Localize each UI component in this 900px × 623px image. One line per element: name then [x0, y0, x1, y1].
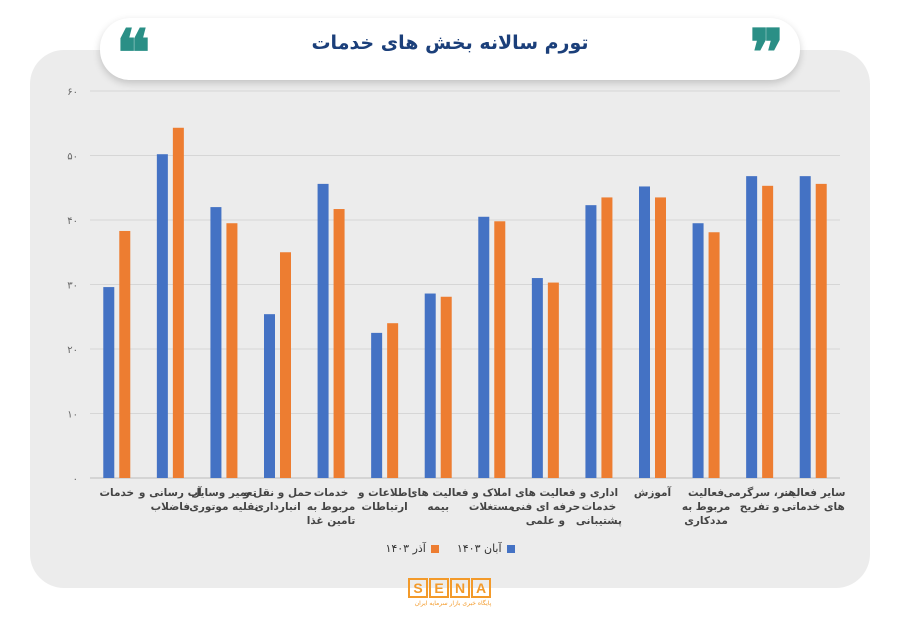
bar-aban — [210, 207, 222, 478]
y-tick-label: ۶۰ — [67, 87, 78, 98]
bar-azar — [387, 323, 399, 478]
y-tick-label: ۲۰ — [67, 345, 78, 356]
bar-azar — [655, 197, 666, 479]
y-tick-label: ۴۰ — [67, 216, 78, 227]
y-tick-label: ۱۰ — [67, 410, 78, 421]
x-category-label: فعالیت های حرفه ای فنی و علمی — [511, 487, 581, 527]
x-category-label: آموزش — [634, 486, 672, 499]
logo-letter-a: A — [471, 578, 491, 598]
bar-aban — [156, 154, 168, 478]
bar-aban — [317, 183, 329, 478]
legend-label-azar: آذر ۱۴۰۳ — [385, 542, 426, 555]
legend-swatch-azar — [430, 544, 439, 553]
bar-azar — [172, 127, 184, 478]
legend-swatch-aban — [506, 544, 515, 553]
legend-item-aban: آبان ۱۴۰۳ — [457, 542, 515, 555]
bar-aban — [692, 223, 704, 478]
x-category-label: اداری و خدمات پشتیبانی — [576, 487, 622, 527]
logo-letter-s: S — [408, 578, 428, 598]
bar-azar — [815, 183, 827, 478]
legend-label-aban: آبان ۱۴۰۳ — [456, 542, 502, 555]
x-category-label: سایر فعالیت های خدماتی — [781, 487, 846, 513]
bar-azar — [547, 282, 559, 478]
x-category-label: آب رسانی و فاضلاب — [138, 486, 202, 513]
x-category-label: فعالیت مربوط به مددکاری — [682, 487, 730, 527]
bar-aban — [103, 287, 115, 478]
chart-title: تورم سالانه بخش های خدمات — [311, 32, 589, 54]
bar-azar — [226, 223, 238, 478]
bar-azar — [494, 221, 506, 479]
bar-aban — [639, 186, 650, 478]
x-category-label: خدمات مربوط به تامین غذا — [307, 487, 356, 527]
bar-aban — [371, 332, 383, 478]
bar-aban — [424, 293, 436, 478]
bar-azar — [440, 296, 452, 478]
bar-aban — [585, 205, 597, 479]
x-category-label: اطلاعات و ارتباطات — [357, 487, 411, 513]
logo-subtitle: پایگاه خبری بازار سرمایه ایران — [414, 600, 492, 607]
logo-letter-n: N — [450, 578, 470, 598]
bar-aban — [746, 176, 758, 478]
quote-close-icon: ❞ — [749, 16, 784, 91]
quote-open-icon: ❝ — [116, 16, 151, 91]
bar-aban — [799, 176, 811, 478]
x-category-label: املاک و مستغلات — [469, 487, 515, 513]
legend-item-azar: آذر ۱۴۰۳ — [385, 542, 439, 555]
x-category-label: هنر، سرگرمی و تفریح — [723, 486, 795, 513]
y-tick-label: ۳۰ — [67, 281, 78, 292]
x-category-label: تعمیر وسایل نقلیه موتوری — [189, 487, 258, 513]
bar-azar — [601, 197, 613, 479]
x-category-label: فعالیت های بیمه — [408, 487, 469, 513]
bar-azar — [119, 230, 131, 478]
bar-azar — [708, 232, 720, 478]
bar-azar — [762, 185, 774, 478]
title-banner: تورم سالانه بخش های خدمات — [100, 18, 800, 80]
bar-aban — [531, 278, 543, 478]
bar-azar — [280, 252, 291, 478]
x-category-label: حمل و نقل و انبارداری — [242, 487, 312, 513]
y-tick-label: ۵۰ — [67, 152, 78, 163]
bar-azar — [333, 209, 345, 478]
logo-letter-e: E — [429, 578, 449, 598]
sena-logo: S E N A پایگاه خبری بازار سرمایه ایران — [408, 578, 498, 612]
bar-aban — [478, 216, 490, 478]
legend: آبان ۱۴۰۳ آذر ۱۴۰۳ — [0, 542, 900, 555]
y-tick-label: ۰ — [73, 474, 78, 485]
x-category-label: خدمات — [99, 487, 134, 499]
bar-aban — [264, 314, 275, 478]
